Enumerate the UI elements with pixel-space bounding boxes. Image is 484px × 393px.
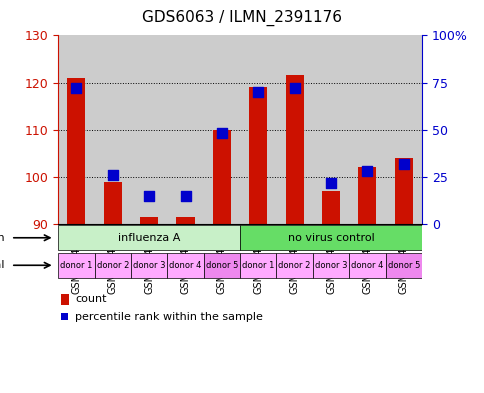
Bar	[312, 35, 348, 224]
Text: influenza A: influenza A	[118, 233, 180, 243]
FancyBboxPatch shape	[167, 253, 203, 277]
Bar	[203, 35, 240, 224]
Bar	[348, 35, 385, 224]
Bar	[358, 167, 376, 224]
Point	[108, 172, 116, 178]
FancyBboxPatch shape	[312, 253, 348, 277]
FancyBboxPatch shape	[131, 253, 167, 277]
Text: donor 2: donor 2	[96, 261, 129, 270]
FancyBboxPatch shape	[276, 253, 312, 277]
Bar	[167, 35, 203, 224]
Point	[290, 85, 298, 91]
Text: no virus control: no virus control	[287, 233, 374, 243]
Text: donor 4: donor 4	[169, 261, 201, 270]
Text: count: count	[75, 294, 106, 304]
Bar	[285, 75, 303, 224]
Bar	[212, 130, 230, 224]
Text: donor 3: donor 3	[314, 261, 347, 270]
Text: donor 4: donor 4	[350, 261, 383, 270]
Text: donor 5: donor 5	[205, 261, 238, 270]
Bar	[249, 87, 267, 224]
Text: donor 1: donor 1	[60, 261, 92, 270]
Bar	[67, 78, 85, 224]
FancyBboxPatch shape	[348, 253, 385, 277]
Text: donor 1: donor 1	[242, 261, 274, 270]
FancyBboxPatch shape	[203, 253, 240, 277]
Point	[254, 89, 261, 95]
FancyBboxPatch shape	[58, 253, 94, 277]
Bar	[321, 191, 339, 224]
Bar	[176, 217, 194, 224]
Text: donor 2: donor 2	[278, 261, 310, 270]
Bar	[58, 35, 94, 224]
Bar	[385, 35, 421, 224]
Point	[217, 130, 225, 137]
Text: percentile rank within the sample: percentile rank within the sample	[75, 312, 262, 322]
FancyBboxPatch shape	[240, 225, 421, 250]
Text: donor 5: donor 5	[387, 261, 419, 270]
Bar	[140, 217, 158, 224]
Bar	[94, 35, 131, 224]
Bar	[131, 35, 167, 224]
Point	[363, 168, 370, 174]
Bar	[394, 158, 412, 224]
Bar	[276, 35, 312, 224]
Bar	[104, 182, 121, 224]
Text: GDS6063 / ILMN_2391176: GDS6063 / ILMN_2391176	[142, 10, 342, 26]
Text: donor 3: donor 3	[133, 261, 165, 270]
Point	[399, 160, 407, 167]
FancyBboxPatch shape	[385, 253, 421, 277]
Point	[72, 85, 80, 91]
Point	[145, 193, 152, 199]
Text: individual: individual	[0, 260, 5, 270]
Text: infection: infection	[0, 233, 5, 243]
FancyBboxPatch shape	[58, 225, 240, 250]
Point	[326, 179, 334, 185]
FancyBboxPatch shape	[94, 253, 131, 277]
Point	[181, 193, 189, 199]
FancyBboxPatch shape	[240, 253, 276, 277]
Bar	[240, 35, 276, 224]
